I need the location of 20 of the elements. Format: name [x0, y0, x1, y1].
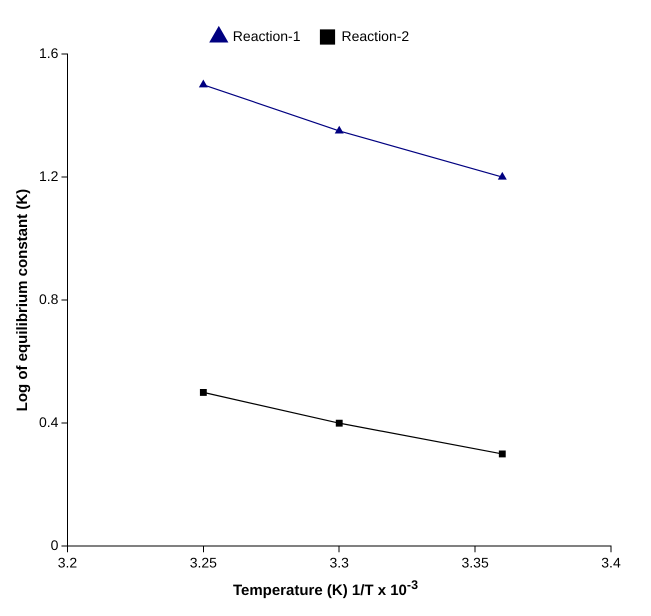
point [336, 420, 343, 427]
y-tick-label: 0.8 [38, 290, 59, 307]
point [335, 126, 344, 134]
y-tick-label: 0.4 [38, 414, 59, 430]
legend-label: Reaction-1 [232, 28, 301, 44]
y-axis-title: Log of equilibrium constant (K) [14, 188, 32, 412]
x-tick-label: 3.35 [461, 554, 489, 570]
x-tick-label: 3.3 [329, 554, 350, 570]
y-tick-label: 1.2 [38, 168, 59, 184]
x-tick-label: 3.2 [58, 554, 78, 570]
legend-label: Reaction-2 [342, 28, 410, 44]
x-axis-title: Temperature (K) 1/T x 10$^{-3}$ [232, 578, 420, 599]
point [498, 450, 506, 458]
x-tick-label: 3.4 [601, 554, 621, 570]
x-tick-label: 3.25 [190, 554, 218, 570]
point [498, 172, 506, 180]
point [200, 388, 207, 396]
point [199, 80, 208, 88]
y-tick-label: 0 [50, 537, 59, 554]
y-tick-label: 1.6 [38, 44, 59, 61]
